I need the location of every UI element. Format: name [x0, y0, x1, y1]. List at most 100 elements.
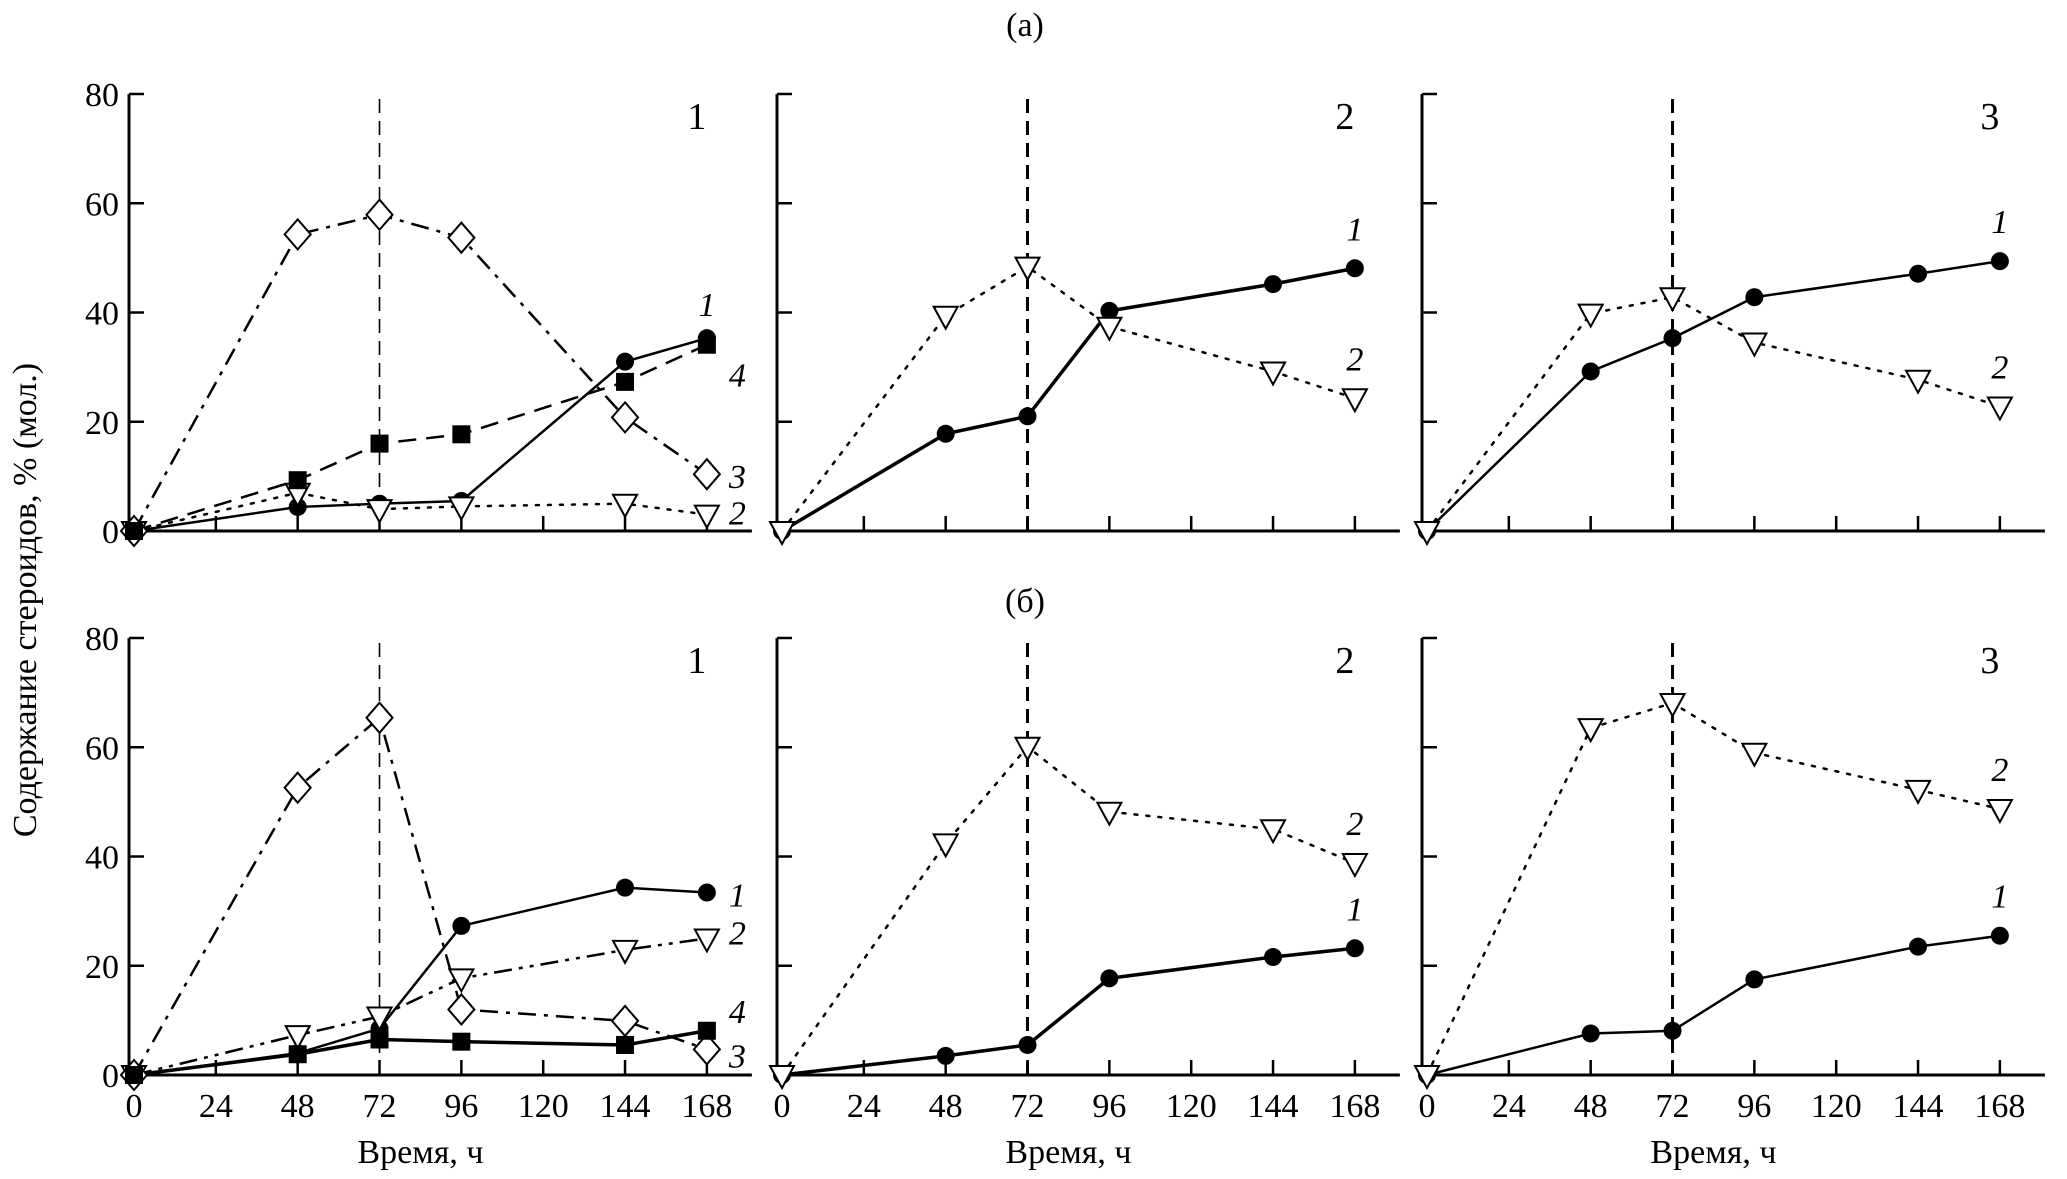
- series-1-point: [1745, 288, 1764, 307]
- series-label-1: 1: [1346, 891, 1363, 928]
- panel-a-3: 3 1 2: [1413, 92, 2045, 547]
- series-1-line: [133, 336, 708, 533]
- series-label-3: 3: [728, 1038, 746, 1075]
- series-1-line: [1426, 934, 2001, 1077]
- y-tick-label: 80: [85, 77, 119, 114]
- series-2-point: [1095, 801, 1124, 827]
- series-4-point: [452, 425, 471, 444]
- series-3-point: [283, 771, 313, 805]
- series-label-1: 1: [1991, 204, 2008, 241]
- series-1-line: [781, 266, 1356, 533]
- series-4-point: [697, 1021, 716, 1040]
- series-3-point: [692, 457, 722, 491]
- panel-number: 2: [1335, 640, 1354, 682]
- series-2-point: [611, 493, 639, 519]
- panel-number: 3: [1980, 640, 1999, 682]
- row-label-b: (б): [1005, 583, 1045, 620]
- series-2-line: [1425, 701, 2002, 1077]
- y-tick-label: 40: [85, 296, 119, 333]
- series-label-3: 3: [728, 459, 746, 496]
- x-tick-label: 96: [1737, 1088, 1771, 1125]
- series-1-point: [1018, 407, 1037, 426]
- x-tick-label: 120: [1811, 1088, 1862, 1125]
- series-2-line: [780, 744, 1357, 1077]
- series-label-1: 1: [698, 287, 715, 324]
- series-label-2: 2: [729, 915, 746, 952]
- x-tick-label: 144: [1893, 1088, 1944, 1125]
- x-tick-label: 72: [363, 1088, 397, 1125]
- series-1-point: [1581, 362, 1600, 381]
- x-tick-label: 168: [1329, 1088, 1380, 1125]
- series-1-point: [452, 916, 471, 935]
- series-1-point: [1100, 301, 1119, 320]
- series-label-4: 4: [729, 994, 746, 1031]
- y-tick-label: 0: [102, 514, 119, 551]
- series-2-point: [1986, 798, 2014, 825]
- series-3-point: [610, 1004, 640, 1038]
- series-2-point: [1658, 693, 1687, 719]
- x-axis-title: Время, ч: [1650, 1134, 1776, 1171]
- series-2-line: [780, 265, 1357, 533]
- series-3-point: [692, 1032, 722, 1066]
- x-tick-label: 168: [1974, 1088, 2025, 1125]
- series-2-point: [1013, 256, 1042, 282]
- series-1-point: [1663, 1021, 1682, 1040]
- series-4-point: [288, 1045, 307, 1064]
- series-2-line: [133, 937, 708, 1077]
- y-tick-label: 80: [85, 621, 119, 658]
- series-2-point: [1576, 303, 1605, 329]
- series-label-4: 4: [729, 358, 746, 395]
- y-tick-label: 20: [85, 949, 119, 986]
- series-1-point: [1018, 1035, 1037, 1054]
- panel-number: 1: [687, 640, 706, 682]
- series-1-point: [936, 1046, 955, 1065]
- series-1-point: [1909, 264, 1928, 283]
- series-2-point: [693, 504, 721, 530]
- x-axis-title: Время, ч: [357, 1134, 483, 1171]
- panel-number: 1: [687, 96, 706, 138]
- series-4-line: [133, 1029, 708, 1077]
- series-1-point: [616, 352, 635, 371]
- x-tick-label: 144: [1248, 1088, 1299, 1125]
- series-2-point: [1259, 361, 1287, 387]
- series-2-point: [365, 1006, 394, 1032]
- panel-b-3: 0 24 48 72 96 120 144 168 Время, ч 3 1 2: [1413, 636, 2045, 1171]
- series-1-point: [1345, 259, 1364, 278]
- y-tick-label: 60: [85, 186, 119, 223]
- series-2-point: [768, 1065, 796, 1091]
- series-2-point: [447, 968, 476, 994]
- series-3-line: [132, 715, 708, 1076]
- series-2-point: [1904, 779, 1932, 805]
- series-4-point: [125, 1066, 143, 1084]
- x-tick-label: 96: [444, 1088, 478, 1125]
- series-label-2: 2: [1991, 752, 2008, 789]
- series-3-point: [365, 701, 394, 735]
- row-labels: (а) (б): [1005, 7, 1045, 620]
- series-2-point: [1986, 396, 2014, 422]
- series-label-2: 2: [1991, 349, 2008, 386]
- series-2-point: [1013, 736, 1042, 762]
- x-tick-label: 24: [847, 1088, 881, 1125]
- series-1-point: [1909, 937, 1928, 956]
- series-4-point: [370, 1030, 389, 1049]
- series-2-point: [1259, 819, 1287, 845]
- y-tick-label: 40: [85, 840, 119, 877]
- x-tick-label: 0: [1419, 1088, 1436, 1125]
- series-2-point: [693, 928, 721, 954]
- series-3-line: [132, 213, 708, 532]
- series-3-point: [283, 217, 313, 251]
- series-2-point: [1576, 718, 1605, 744]
- series-2-point: [1904, 369, 1932, 395]
- series-label-2: 2: [1346, 341, 1363, 378]
- series-1-point: [697, 883, 716, 902]
- series-2-point: [365, 499, 394, 525]
- series-2-point: [1095, 316, 1124, 342]
- series-4-point: [452, 1032, 471, 1051]
- series-2-point: [611, 939, 639, 965]
- series-2-point: [1341, 853, 1369, 879]
- series-4-line: [133, 343, 708, 533]
- series-2-point: [931, 305, 960, 331]
- series-3-point: [365, 198, 394, 232]
